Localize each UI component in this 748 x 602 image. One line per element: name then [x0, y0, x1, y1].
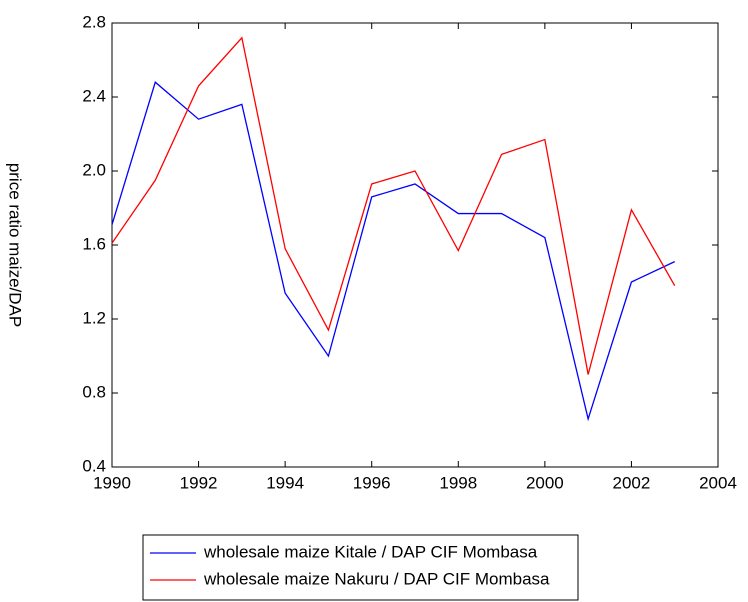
x-tick-label: 2000	[526, 473, 564, 492]
y-tick-label: 1.2	[82, 308, 106, 327]
series-line	[111, 81, 675, 422]
x-tick-label: 1992	[180, 473, 218, 492]
x-tick-label: 2002	[613, 473, 651, 492]
y-tick-label: 2.8	[82, 12, 106, 31]
y-axis-label: price ratio maize/DAP	[6, 163, 25, 327]
legend-label: wholesale maize Kitale / DAP CIF Mombasa	[203, 542, 538, 561]
y-tick-label: 1.6	[82, 234, 106, 253]
legend-label: wholesale maize Nakuru / DAP CIF Mombasa	[203, 569, 550, 588]
x-tick-label: 1998	[439, 473, 477, 492]
x-tick-label: 2004	[699, 473, 737, 492]
plot-frame	[111, 22, 719, 468]
y-tick-label: 2.0	[82, 160, 106, 179]
series-line	[111, 36, 676, 375]
y-tick-label: 0.4	[82, 456, 106, 475]
x-tick-label: 1996	[353, 473, 391, 492]
x-tick-label: 1990	[93, 473, 131, 492]
legend-box	[142, 534, 579, 601]
x-tick-label: 1994	[266, 473, 304, 492]
y-tick-label: 2.4	[82, 86, 106, 105]
y-tick-label: 0.8	[82, 382, 106, 401]
